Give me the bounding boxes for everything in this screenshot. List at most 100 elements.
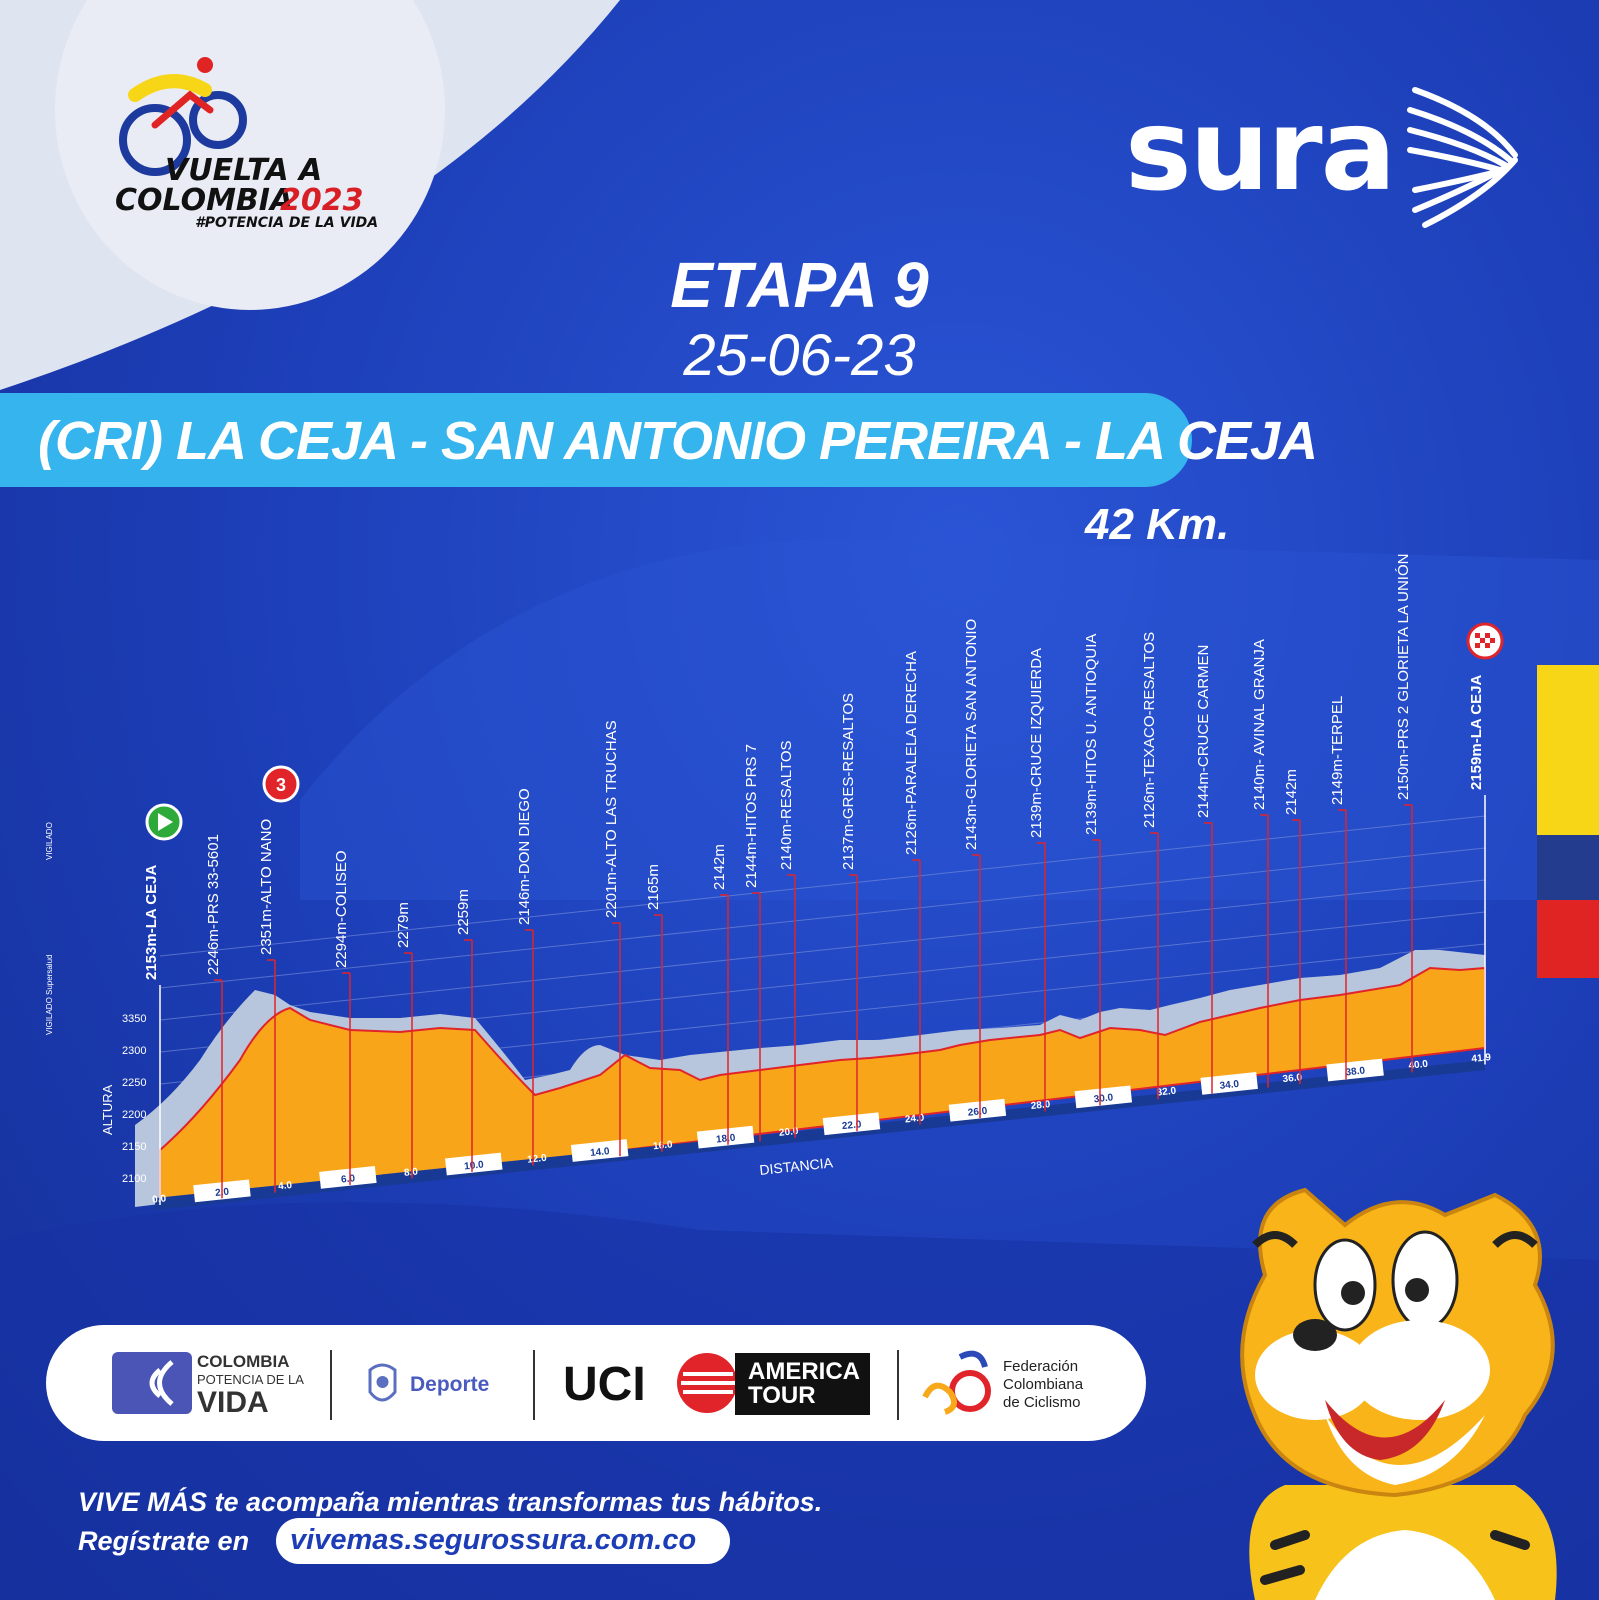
waypoint-label: 2146m-DON DIEGO (516, 788, 533, 925)
waypoint-label: 2201m-ALTO LAS TRUCHAS (603, 720, 620, 918)
x-tick-label: 36.0 (1282, 1072, 1303, 1085)
x-tick-label: 38.0 (1345, 1065, 1366, 1078)
x-tick-label: 8.0 (404, 1166, 419, 1178)
url-pill[interactable] (276, 1518, 730, 1564)
x-tick-label: 32.0 (1156, 1086, 1177, 1099)
waypoint-markers: 2153m-LA CEJA 2246m-PRS 33-5601 2351m-ALTO… (143, 554, 1486, 1205)
footer-tagline: VIVE MÁS te acompaña mientras transforma… (78, 1487, 823, 1517)
fcc-logo-icon (922, 1350, 991, 1415)
profile-fill (159, 966, 1486, 1207)
waypoint-label: 2279m (395, 902, 412, 948)
elevation-profile: 0.02.04.06.08.010.012.014.016.018.020.02… (45, 554, 1504, 1210)
stage-distance: 42 Km. (1085, 500, 1230, 549)
sponsor-divider (533, 1350, 535, 1420)
x-tick-label: 30.0 (1093, 1092, 1114, 1105)
footer-url-link[interactable]: vivemas.segurossura.com.co (290, 1524, 697, 1556)
x-tick-box (570, 1139, 629, 1162)
x-tick-label: 26.0 (967, 1106, 988, 1119)
waypoint-label: 2159m-LA CEJA (1468, 675, 1485, 790)
x-tick-box (445, 1152, 503, 1176)
stage-title: ETAPA 9 (670, 249, 929, 321)
x-tick-label: 12.0 (527, 1153, 548, 1166)
waypoint-label: 2142m (711, 844, 728, 890)
sponsor-fcc-2: Colombiana (1003, 1376, 1084, 1393)
x-tick-label: 20.0 (778, 1126, 799, 1139)
stage-route: (CRI) LA CEJA - SAN ANTONIO PEREIRA - LA… (38, 411, 1318, 471)
coat-of-arms-icon (368, 1363, 397, 1402)
waypoint-label: 2144m-HITOS PRS 7 (743, 744, 760, 888)
x-tick-label: 40.0 (1408, 1059, 1429, 1072)
route-banner (0, 393, 1192, 487)
y-tick-label: 3350 (122, 1013, 146, 1025)
mountain-category-label: 3 (276, 775, 286, 795)
y-axis-ticks: 3350 2300 2250 2200 2150 2100 (122, 1013, 146, 1185)
side-text-supersalud: VIGILADO Supersalud (45, 955, 54, 1035)
x-tick-label: 14.0 (590, 1146, 611, 1159)
waypoint-label: 2351m-ALTO NANO (258, 819, 275, 955)
vuelta-colombia-logo: VUELTA A COLOMBIA 2023 #POTENCIA DE LA V… (115, 57, 378, 231)
waypoint-label: 2153m-LA CEJA (143, 865, 160, 980)
y-tick-label: 2150 (122, 1141, 146, 1153)
america-tour-box (735, 1353, 870, 1415)
x-tick-label: 16.0 (653, 1139, 674, 1152)
waypoint-label: 2165m (645, 864, 662, 910)
x-tick-label: 41.9 (1471, 1052, 1492, 1065)
x-tick-box (319, 1166, 377, 1189)
tiger-mascot-image (1240, 1187, 1557, 1600)
logo-text-line2: COLOMBIA (115, 183, 293, 218)
x-tick-label: 22.0 (841, 1119, 862, 1132)
sponsor-divider (897, 1350, 899, 1420)
x-tick-label: 24.0 (904, 1112, 925, 1125)
y-tick-label: 2250 (122, 1077, 146, 1089)
finish-flag-icon (1466, 622, 1504, 660)
sponsor-bar (46, 1325, 1146, 1441)
waypoint-label: 2149m-TERPEL (1329, 696, 1346, 805)
sponsor-colombia-line1: COLOMBIA (197, 1352, 290, 1371)
waypoint-label: 2140m- AVINAL GRANJA (1251, 639, 1268, 810)
flag-red-stripe (1537, 900, 1599, 978)
x-tick-box (1074, 1085, 1133, 1109)
x-tick-box (1326, 1058, 1384, 1082)
x-tick-label: 4.0 (278, 1180, 293, 1192)
waypoint-label: 2143m-GLORIETA SAN ANTONIO (963, 619, 980, 850)
stage-date: 25-06-23 (683, 323, 916, 388)
side-text-vigilado: VIGILADO (45, 822, 54, 860)
sponsor-america-tour-1: AMERICA (748, 1358, 860, 1385)
sponsor-colombia-line2: POTENCIA DE LA (197, 1372, 304, 1387)
start-flag-icon (145, 803, 183, 841)
waypoint-label: 2259m (455, 889, 472, 935)
x-axis-label: DISTANCIA (759, 1154, 835, 1178)
sponsor-fcc-3: de Ciclismo (1003, 1394, 1081, 1411)
distance-strip (155, 1060, 1485, 1210)
x-tick-label: 10.0 (464, 1159, 485, 1172)
flag-blue-stripe (1537, 835, 1599, 900)
sura-wings-icon (1407, 87, 1518, 228)
waypoint-label: 2246m-PRS 33-5601 (205, 834, 222, 975)
x-tick-box (822, 1112, 881, 1136)
y-axis-label: ALTURA (100, 1084, 115, 1135)
sponsor-colombia-line3: VIDA (197, 1386, 269, 1419)
sponsor-divider (330, 1350, 332, 1420)
waypoint-label: 2139m-CRUCE IZQUIERDA (1028, 648, 1045, 838)
waypoint-label: 2126m-PARALELA DERECHA (903, 651, 920, 855)
bike-wheel-front-icon (189, 91, 247, 149)
flag-yellow-stripe (1537, 665, 1599, 835)
sponsor-america-tour-2: TOUR (748, 1382, 816, 1409)
mountain-category-icon: 3 (262, 765, 300, 803)
waypoint-label: 2294m-COLISEO (333, 850, 350, 968)
waypoint-label: 2144m-CRUCE CARMEN (1195, 645, 1212, 818)
logo-hashtag: #POTENCIA DE LA VIDA (195, 215, 378, 231)
y-tick-label: 2300 (122, 1045, 146, 1057)
x-tick-box (948, 1098, 1007, 1122)
y-tick-label: 2100 (122, 1173, 146, 1185)
colombia-potencia-icon (112, 1352, 192, 1414)
uci-america-tour-icon (677, 1353, 737, 1413)
sura-logo-text: sura (1125, 86, 1396, 216)
waypoint-label: 2150m-PRS 2 GLORIETA LA UNIÓN (1395, 554, 1412, 800)
event-logo-background (55, 0, 445, 310)
waypoint-label: 2140m-RESALTOS (778, 741, 795, 871)
bike-wheel-back-icon (119, 104, 191, 176)
waypoint-label: 2139m-HITOS U. ANTIOQUIA (1083, 634, 1100, 835)
sponsor-fcc-1: Federación (1003, 1358, 1079, 1375)
